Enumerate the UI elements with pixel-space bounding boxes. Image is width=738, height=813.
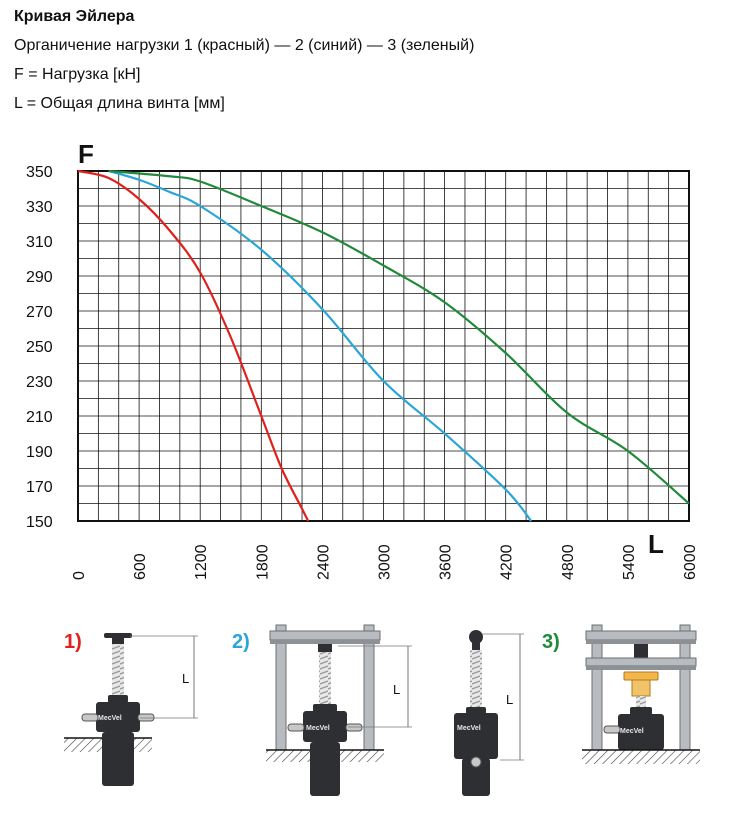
y-axis-label: F <box>78 139 94 169</box>
y-tick-label: 230 <box>26 374 53 391</box>
y-tick-label: 330 <box>26 199 53 216</box>
setup-diagram-3: 3) MecVel <box>542 624 700 764</box>
legend-line-limits: Органичение нагрузки 1 (красный) — 2 (си… <box>14 37 475 54</box>
diagram-2-brand: MecVel <box>306 725 330 732</box>
y-tick-label: 270 <box>26 304 53 321</box>
diagram-1-length-label: L <box>182 671 189 686</box>
diagram-3-label: 3) <box>542 631 560 653</box>
x-tick-label: 3600 <box>438 544 455 580</box>
diagram-2b-length-label: L <box>506 692 513 707</box>
diagram-2-length-label: L <box>393 682 400 697</box>
y-tick-label: 350 <box>26 164 53 181</box>
x-tick-label: 4200 <box>499 544 516 580</box>
legend-line-length: L = Общая длина винта [мм] <box>14 95 225 112</box>
diagram-2-label: 2) <box>232 631 250 653</box>
series-line-1 <box>77 169 310 522</box>
diagram-1-label: 1) <box>64 631 82 653</box>
legend-line-force: F = Нагрузка [кН] <box>14 66 141 83</box>
chart-axis-labels: 350 330 310 290 270 250 230 210 190 170 150 0 600 120… <box>26 164 699 580</box>
series-line-3 <box>108 169 690 505</box>
chart-title: Кривая Эйлера <box>14 8 135 25</box>
y-tick-label: 170 <box>26 479 53 496</box>
setup-diagram-2b: MecVel L <box>454 630 524 796</box>
x-tick-label: 4800 <box>560 544 577 580</box>
chart-grid <box>77 170 690 522</box>
diagram-1-brand: MecVel <box>98 715 122 722</box>
x-tick-label: 0 <box>71 571 88 580</box>
diagram-3-brand: MecVel <box>620 728 644 735</box>
setup-diagram-1: 1) MecVel L <box>64 631 198 786</box>
setup-diagram-2: 2) MecVel L <box>232 624 412 796</box>
x-axis-label: L <box>648 529 664 559</box>
series-line-2 <box>108 169 533 522</box>
diagram-2b-brand: MecVel <box>457 725 481 732</box>
y-tick-label: 190 <box>26 444 53 461</box>
x-tick-label: 3000 <box>377 544 394 580</box>
y-tick-label: 250 <box>26 339 53 356</box>
y-tick-label: 150 <box>26 514 53 531</box>
x-tick-label: 5400 <box>621 544 638 580</box>
chart-curves <box>77 169 690 522</box>
y-tick-label: 310 <box>26 234 53 251</box>
plot-frame <box>77 170 690 522</box>
y-tick-label: 210 <box>26 409 53 426</box>
x-tick-label: 600 <box>132 553 149 580</box>
x-tick-label: 1800 <box>254 544 271 580</box>
x-tick-label: 6000 <box>682 544 699 580</box>
x-tick-label: 2400 <box>315 544 332 580</box>
y-tick-label: 290 <box>26 269 53 286</box>
x-tick-label: 1200 <box>193 544 210 580</box>
